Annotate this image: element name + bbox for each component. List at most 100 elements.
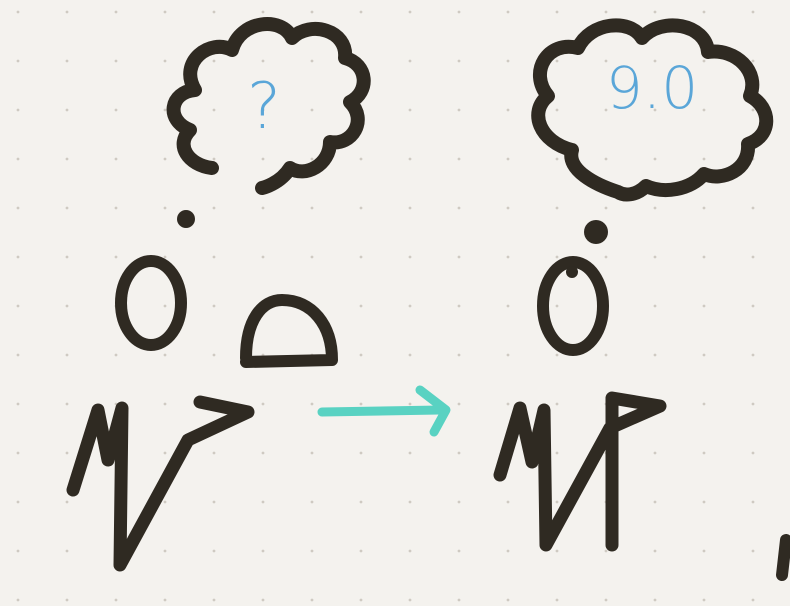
grid-dot	[457, 304, 461, 308]
grid-dot	[555, 10, 559, 14]
grid-dot	[261, 549, 265, 553]
grid-dot	[408, 255, 412, 259]
grid-dot	[555, 206, 559, 210]
grid-dot	[16, 402, 20, 406]
grid-dot	[702, 206, 706, 210]
grid-dot	[457, 10, 461, 14]
grid-dot	[310, 598, 314, 602]
grid-dot	[653, 59, 657, 63]
grid-dot	[212, 451, 216, 455]
grid-dot	[751, 451, 755, 455]
grid-dot	[702, 353, 706, 357]
grid-dot	[751, 549, 755, 553]
grid-dot	[359, 353, 363, 357]
grid-dot	[555, 549, 559, 553]
grid-dot	[16, 598, 20, 602]
grid-dot	[604, 598, 608, 602]
grid-dot	[702, 451, 706, 455]
grid-dot	[751, 10, 755, 14]
grid-dot	[702, 157, 706, 161]
left-thought-cloud	[166, 17, 371, 195]
right-thought-dot	[584, 220, 608, 244]
grid-dot	[163, 304, 167, 308]
grid-dot	[457, 402, 461, 406]
grid-dot	[163, 255, 167, 259]
grid-dot	[310, 108, 314, 112]
grid-dot	[261, 500, 265, 504]
right-figure-body	[493, 391, 667, 552]
grid-dot	[555, 304, 559, 308]
grid-dot	[604, 108, 608, 112]
grid-dot	[457, 549, 461, 553]
grid-dot	[16, 304, 20, 308]
right-figure-head	[537, 256, 609, 356]
left-figure	[66, 17, 371, 572]
grid-dot	[702, 598, 706, 602]
grid-dot	[653, 304, 657, 308]
grid-dot	[506, 402, 510, 406]
grid-dot	[359, 304, 363, 308]
grid-dot	[16, 549, 20, 553]
grid-dot	[506, 206, 510, 210]
grid-dot	[310, 206, 314, 210]
grid-dot	[16, 59, 20, 63]
grid-dot	[310, 402, 314, 406]
grid-dot	[457, 353, 461, 357]
grid-dot	[212, 157, 216, 161]
grid-dot	[408, 500, 412, 504]
grid-dot	[359, 402, 363, 406]
grid-dot	[702, 402, 706, 406]
grid-dot	[212, 206, 216, 210]
grid-dot	[555, 598, 559, 602]
grid-dot	[408, 598, 412, 602]
grid-dot	[114, 10, 118, 14]
grid-dot	[261, 157, 265, 161]
grid-dot	[457, 59, 461, 63]
grid-dot	[16, 500, 20, 504]
grid-dot	[65, 10, 69, 14]
grid-dot	[114, 59, 118, 63]
grid-dot	[408, 451, 412, 455]
grid-dot	[65, 108, 69, 112]
transition-arrow	[317, 385, 451, 437]
grid-dot	[212, 10, 216, 14]
grid-dot	[359, 206, 363, 210]
grid-dot	[408, 157, 412, 161]
grid-dot	[751, 402, 755, 406]
grid-dot	[261, 598, 265, 602]
grid-dot	[212, 500, 216, 504]
grid-dot	[261, 59, 265, 63]
grid-dot	[65, 598, 69, 602]
grid-dot	[408, 206, 412, 210]
grid-dot	[506, 353, 510, 357]
grid-dot	[653, 500, 657, 504]
grid-dot	[16, 108, 20, 112]
grid-dot	[114, 206, 118, 210]
left-figure-dome-object	[240, 294, 338, 368]
grid-dot	[751, 304, 755, 308]
grid-dot	[310, 500, 314, 504]
grid-dot	[506, 549, 510, 553]
grid-dot	[65, 255, 69, 259]
grid-dot	[457, 500, 461, 504]
grid-dot	[604, 549, 608, 553]
left-figure-body	[66, 395, 255, 572]
grid-dot	[310, 10, 314, 14]
grid-dot	[702, 108, 706, 112]
grid-dot	[506, 10, 510, 14]
grid-dot	[702, 59, 706, 63]
grid-dot	[506, 108, 510, 112]
grid-dot	[310, 255, 314, 259]
grid-dot	[604, 255, 608, 259]
right-figure-head-top-dot	[566, 266, 578, 278]
grid-dot	[65, 304, 69, 308]
grid-dot	[310, 59, 314, 63]
grid-dot	[212, 304, 216, 308]
grid-dot	[359, 549, 363, 553]
grid-dot	[310, 549, 314, 553]
grid-dot	[506, 157, 510, 161]
grid-dot	[261, 10, 265, 14]
grid-dot	[751, 206, 755, 210]
grid-dot	[163, 353, 167, 357]
grid-dot	[163, 59, 167, 63]
